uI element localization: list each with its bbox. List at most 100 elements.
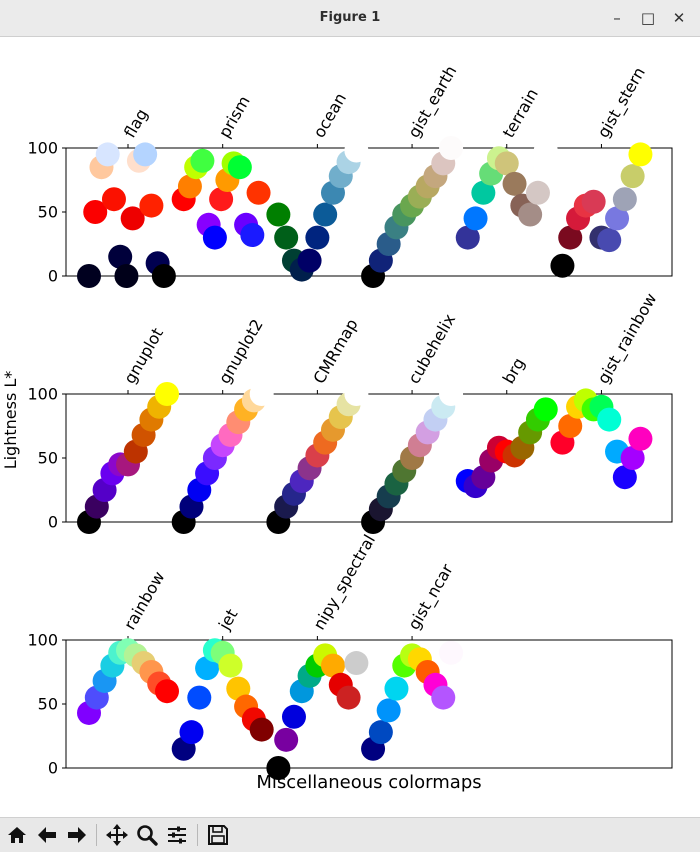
- colormap-label: gist_rainbow: [593, 290, 661, 388]
- toolbar-separator: [197, 824, 198, 846]
- colormap-label: rainbow: [120, 568, 168, 633]
- window-titlebar: Figure 1 – □ ✕: [0, 0, 700, 37]
- data-point: [227, 155, 252, 180]
- data-point: [344, 651, 369, 676]
- maximize-button[interactable]: □: [640, 9, 656, 27]
- data-point: [439, 136, 464, 160]
- configure-subplots-button[interactable]: [164, 822, 190, 848]
- chart-svg: 0 50 100 flag prism ocean gist_earth terrain gis…: [1, 62, 673, 793]
- data-point: [597, 407, 622, 432]
- data-point: [155, 382, 179, 406]
- colormap-label: CMRmap: [309, 315, 361, 387]
- data-point: [151, 264, 176, 288]
- data-point: [133, 142, 158, 167]
- zoom-icon: [137, 825, 158, 846]
- colormap-label: gist_ncar: [404, 560, 458, 633]
- navigation-toolbar: [0, 817, 700, 852]
- data-point: [195, 656, 220, 681]
- data-point: [620, 164, 645, 189]
- data-point: [597, 228, 622, 253]
- colormap-label: nipy_spectral: [309, 531, 380, 633]
- colormap-label: gnuplot2: [215, 316, 267, 387]
- data-point: [384, 676, 409, 701]
- forward-icon: [68, 827, 86, 843]
- figure-canvas: 0 50 100 flag prism ocean gist_earth terrain gis…: [0, 37, 700, 816]
- data-point: [525, 180, 550, 205]
- data-point: [120, 206, 145, 231]
- window-title: Figure 1: [319, 10, 381, 25]
- data-point: [202, 225, 227, 250]
- data-point: [274, 225, 299, 250]
- data-point: [581, 189, 606, 214]
- data-point: [209, 187, 234, 212]
- back-icon: [38, 827, 56, 843]
- minimize-button[interactable]: –: [613, 9, 621, 27]
- data-point: [518, 202, 543, 227]
- data-point: [558, 225, 583, 250]
- data-point: [628, 142, 653, 167]
- data-point: [108, 244, 133, 269]
- data-point: [305, 225, 330, 250]
- y-tick-label: 50: [38, 449, 58, 468]
- configure-subplots-icon: [168, 826, 186, 844]
- save-button[interactable]: [205, 822, 231, 848]
- y-tick-label: 100: [27, 631, 58, 650]
- data-point: [249, 382, 274, 406]
- data-point: [114, 264, 139, 288]
- data-point: [240, 223, 265, 248]
- data-point: [77, 264, 101, 288]
- colormap-label: ocean: [309, 90, 350, 141]
- data-point: [502, 171, 527, 196]
- data-point: [376, 698, 401, 723]
- y-tick-label: 100: [27, 139, 58, 158]
- data-point: [187, 685, 212, 710]
- data-point: [249, 717, 274, 742]
- data-point: [320, 653, 345, 678]
- data-point: [274, 727, 299, 752]
- data-point: [313, 202, 338, 227]
- data-point: [494, 151, 519, 176]
- colormap-label: gist_stern: [593, 64, 649, 142]
- pan-icon: [106, 824, 128, 846]
- colormap-label: brg: [499, 354, 529, 387]
- colormap-label: prism: [215, 92, 254, 141]
- colormap-label: cubehelix: [404, 311, 459, 387]
- data-point: [266, 756, 291, 780]
- home-icon: [8, 827, 26, 843]
- data-point: [612, 187, 637, 212]
- back-button[interactable]: [34, 822, 60, 848]
- data-point: [471, 180, 496, 205]
- data-point: [605, 206, 630, 231]
- data-point: [612, 465, 637, 490]
- data-point: [431, 685, 456, 710]
- data-point: [155, 679, 179, 704]
- y-axis-label: Lightness L*: [1, 371, 20, 470]
- data-point: [83, 200, 108, 224]
- data-point: [439, 640, 464, 665]
- x-axis-label: Miscellaneous colormaps: [256, 772, 481, 793]
- data-point: [246, 180, 271, 205]
- data-point: [190, 148, 215, 173]
- y-tick-label: 0: [48, 267, 58, 286]
- zoom-button[interactable]: [134, 822, 160, 848]
- y-tick-label: 50: [38, 203, 58, 222]
- y-tick-label: 0: [48, 759, 58, 778]
- data-point: [463, 206, 488, 231]
- colormap-label: gist_earth: [404, 62, 461, 141]
- home-button[interactable]: [4, 822, 30, 848]
- forward-button[interactable]: [64, 822, 90, 848]
- colormap-label: terrain: [499, 85, 542, 141]
- data-point: [550, 253, 575, 278]
- colormap-label: jet: [214, 606, 241, 634]
- data-point: [177, 174, 202, 199]
- y-tick-label: 50: [38, 695, 58, 714]
- data-point: [139, 193, 164, 218]
- close-button[interactable]: ✕: [672, 9, 686, 27]
- data-point: [628, 426, 653, 451]
- pan-button[interactable]: [104, 822, 130, 848]
- colormap-label: gnuplot: [120, 325, 167, 387]
- data-point: [95, 142, 120, 167]
- y-tick-label: 100: [27, 385, 58, 404]
- data-point: [533, 397, 558, 422]
- data-point: [533, 138, 558, 163]
